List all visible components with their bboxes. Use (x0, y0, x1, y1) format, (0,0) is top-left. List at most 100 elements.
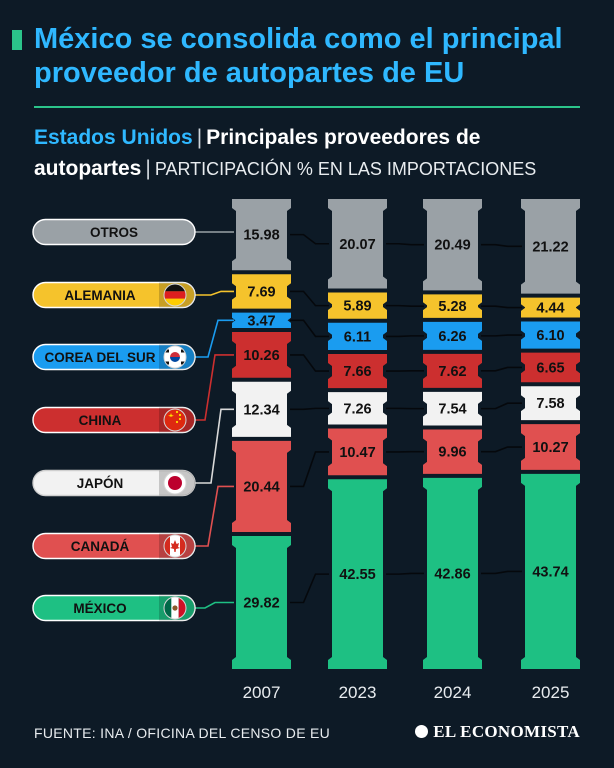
bar-china-2024 (423, 353, 482, 388)
data-label-corea-del-sur-2007: 3.47 (247, 313, 275, 329)
bar-otros-2007 (232, 199, 291, 271)
source-note: FUENTE: INA / OFICINA DEL CENSO DE EU (34, 725, 331, 741)
bar-canada-2023 (328, 428, 387, 476)
bar-japon-2023 (328, 392, 387, 425)
korea-flag-icon (164, 346, 186, 368)
legend-label-otros: OTROS (90, 225, 138, 240)
data-label-china-2007: 10.26 (243, 348, 279, 364)
bar-otros-2025 (521, 199, 580, 294)
bar-otros-2024 (423, 199, 482, 291)
connector-japon-2007-2023 (290, 407, 329, 411)
data-label-otros-2024: 20.49 (434, 238, 470, 254)
mexico-flag-ring (163, 596, 187, 620)
legend-item-corea-del-sur: COREA DEL SUR (32, 319, 234, 371)
leader-line-canada (195, 485, 234, 547)
mexico-flag-icon (164, 597, 186, 619)
data-label-canada-2024: 9.96 (438, 445, 466, 461)
data-label-japon-2007: 12.34 (243, 402, 279, 418)
china-flag-icon (164, 409, 186, 431)
data-label-mexico-2023: 42.55 (339, 567, 375, 583)
germany-flag-icon (164, 284, 186, 306)
subtitle-main: Principales proveedores de autopartes (34, 126, 481, 180)
canada-flag-ring (163, 534, 187, 558)
leader-line-corea-del-sur (195, 319, 234, 358)
data-label-china-2023: 7.66 (343, 364, 371, 380)
subtitle-country: Estados Unidos (34, 126, 193, 149)
subtitle-separator-2: | (145, 157, 151, 180)
data-label-alemania-2023: 5.89 (343, 299, 371, 315)
bar-alemania-2023 (328, 292, 387, 319)
connector-china-2024-2025 (481, 366, 522, 372)
bar-china-2023 (328, 354, 387, 389)
korea-flag-ring (163, 345, 187, 369)
x-axis: 2007 2023 2024 2025 (243, 683, 570, 702)
bar-japon-2007 (232, 381, 291, 437)
bar-canada-2024 (423, 429, 482, 474)
data-label-corea-del-sur-2025: 6.10 (536, 328, 564, 344)
legend-pill-japon (32, 469, 196, 497)
data-label-japon-2025: 7.58 (536, 396, 564, 412)
connector-canada-2024-2025 (481, 446, 522, 453)
data-label-mexico-2025: 43.74 (532, 564, 568, 580)
data-label-china-2025: 6.65 (536, 360, 564, 376)
brand-logo: EL ECONOMISTA (415, 722, 580, 742)
legend-label-japon: JAPÓN (77, 476, 124, 491)
leader-line-mexico (195, 601, 234, 609)
data-label-japon-2024: 7.54 (438, 402, 466, 418)
data-label-alemania-2007: 7.69 (247, 284, 275, 300)
legend-item-otros: OTROS (32, 218, 234, 246)
connector-alemania-2007-2023 (290, 290, 329, 307)
bar-china-2007 (232, 332, 291, 378)
connectors (290, 233, 522, 604)
bar-mexico-2025 (521, 473, 580, 669)
connector-otros-2007-2023 (290, 233, 329, 245)
leader-line-china (195, 354, 234, 421)
connector-alemania-2023-2024 (386, 304, 424, 307)
subtitle-separator: | (196, 126, 203, 149)
bar-japon-2024 (423, 391, 482, 426)
data-label-otros-2007: 15.98 (243, 228, 279, 244)
data-label-mexico-2007: 29.82 (243, 596, 279, 612)
brand-icon (415, 725, 429, 738)
title-divider (34, 106, 580, 108)
legend-label-mexico: MÉXICO (73, 601, 126, 616)
legend-pill-alemania (32, 281, 196, 309)
connector-mexico-2007-2023 (290, 573, 329, 604)
legend-label-canada: CANADÁ (71, 539, 130, 554)
connector-alemania-2024-2025 (481, 305, 522, 309)
bar-alemania-2025 (521, 297, 580, 318)
bar-mexico-2023 (328, 479, 387, 669)
legend-item-mexico: MÉXICO (32, 594, 234, 622)
connector-japon-2024-2025 (481, 402, 522, 410)
bar-otros-2023 (328, 199, 387, 289)
data-label-corea-del-sur-2024: 6.26 (438, 329, 466, 345)
legend-pill-mexico (32, 594, 196, 622)
legend-pill-corea-del-sur (32, 343, 196, 371)
data-label-corea-del-sur-2023: 6.11 (344, 329, 371, 345)
data-label-mexico-2024: 42.86 (434, 566, 470, 582)
x-tick-label-2024: 2024 (434, 683, 472, 702)
legend: MÉXICO CANADÁ JAPÓN CHINA COREA DEL SUR ALEMA… (32, 218, 234, 622)
data-label-japon-2023: 7.26 (343, 401, 371, 417)
legend-item-alemania: ALEMANIA (32, 281, 234, 309)
bar-corea-del-sur-2024 (423, 321, 482, 350)
bar-corea-del-sur-2007 (232, 312, 291, 329)
bar-alemania-2007 (232, 274, 291, 309)
legend-item-japon: JAPÓN (32, 408, 234, 497)
connector-canada-2007-2023 (290, 451, 329, 488)
connector-mexico-2023-2024 (386, 572, 424, 575)
x-tick-label-2025: 2025 (532, 683, 570, 702)
data-label-canada-2025: 10.27 (532, 440, 568, 456)
data-label-otros-2025: 21.22 (532, 239, 568, 255)
connector-otros-2024-2025 (481, 243, 522, 248)
x-tick-label-2007: 2007 (243, 683, 281, 702)
leader-line-alemania (195, 290, 234, 296)
page-title: México se consolida como el principal pr… (34, 23, 563, 89)
legend-label-alemania: ALEMANIA (64, 288, 135, 303)
bars: 29.82 20.44 12.34 10.26 3.47 7.69 15.98 42.55 10… (232, 199, 580, 669)
bar-alemania-2024 (423, 294, 482, 318)
leader-line-japon (195, 408, 234, 484)
legend-pill-china (32, 406, 196, 434)
connector-china-2007-2023 (290, 354, 329, 372)
